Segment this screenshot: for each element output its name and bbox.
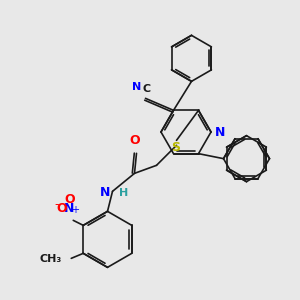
Text: O: O (64, 193, 75, 206)
Text: O: O (129, 134, 140, 147)
Text: N: N (215, 125, 225, 139)
Text: C: C (142, 84, 151, 94)
Text: +: + (71, 205, 79, 215)
Text: N: N (100, 186, 110, 199)
Text: N: N (132, 82, 141, 92)
Text: O: O (56, 202, 67, 215)
Text: N: N (64, 202, 74, 215)
Text: H: H (118, 188, 128, 198)
Text: CH₃: CH₃ (39, 254, 61, 264)
Text: -: - (54, 198, 58, 211)
Text: S: S (171, 141, 180, 154)
